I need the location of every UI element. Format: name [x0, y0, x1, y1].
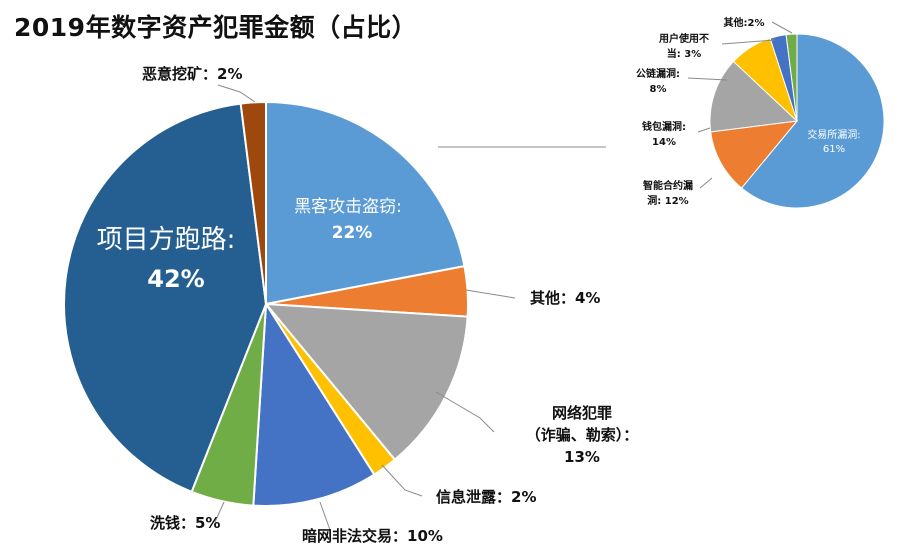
main-leader-line-0: [465, 289, 516, 299]
sub-label-exchange-value: 61%: [823, 144, 845, 155]
label-other: 其他：4%: [530, 289, 600, 307]
sub-leader-line-3: [721, 39, 776, 45]
main-leader-line-4: [214, 501, 225, 523]
label-laundering: 洗钱：5%: [150, 514, 220, 532]
main-slice-0: [265, 100, 466, 306]
label-hack-name: 黑客攻击盗窃:: [294, 197, 402, 217]
sub-label-contract: 智能合约漏洞: 12%: [643, 179, 693, 207]
sub-leader-line-4: [771, 21, 793, 34]
sub-label-chain: 公链漏洞: 8%: [636, 67, 680, 95]
sub-leader-line-1: [697, 127, 711, 133]
label-cybercrime: 网络犯罪（诈骗、勒索）： 13%: [526, 404, 639, 466]
main-pie: [63, 100, 469, 507]
label-mining: 恶意挖矿：2%: [142, 65, 242, 83]
chart-title: 2019年数字资产犯罪金额（占比）: [14, 13, 418, 42]
main-slice-6: [63, 102, 268, 494]
sub-leader-line-2: [687, 77, 728, 81]
label-leak: 信息泄露：2%: [436, 488, 536, 506]
sub-leader-line-0: [699, 177, 713, 189]
main-leader-line-3: [319, 501, 331, 531]
label-hack-value: 22%: [332, 223, 373, 243]
sub-slice-1: [710, 120, 799, 189]
sub-label-misuse: 用户使用不当: 3%: [658, 32, 709, 60]
sub-label-exchange-name: 交易所漏洞:: [807, 128, 860, 141]
sub-slice-2: [709, 60, 799, 133]
label-rugpull-value: 42%: [147, 265, 204, 293]
sub-label-other: 其他:2%: [724, 16, 765, 29]
sub-label-wallet: 钱包漏洞: 14%: [642, 120, 686, 148]
main-leader-line-1: [435, 391, 495, 433]
main-slice-7: [239, 100, 267, 305]
main-leader-line-5: [217, 84, 256, 103]
sub-slice-0: [740, 33, 885, 209]
sub-pie: [709, 33, 885, 209]
label-rugpull-name: 项目方跑路:: [97, 225, 236, 255]
sub-pie-labels: 交易所漏洞: 61% 智能合约漏洞: 12% 钱包漏洞: 14% 公链漏洞: 8% 用户使用不…: [636, 16, 861, 207]
label-darkweb: 暗网非法交易：10%: [302, 527, 443, 545]
main-pie-labels: 黑客攻击盗窃: 22% 项目方跑路: 42% 其他：4% 网络犯罪（诈骗、勒索）： 13% 信…: [97, 65, 639, 545]
main-slice-4: [252, 300, 376, 507]
sub-slice-5: [785, 33, 798, 122]
main-leader-line-2: [381, 464, 423, 497]
main-slice-2: [263, 302, 469, 462]
